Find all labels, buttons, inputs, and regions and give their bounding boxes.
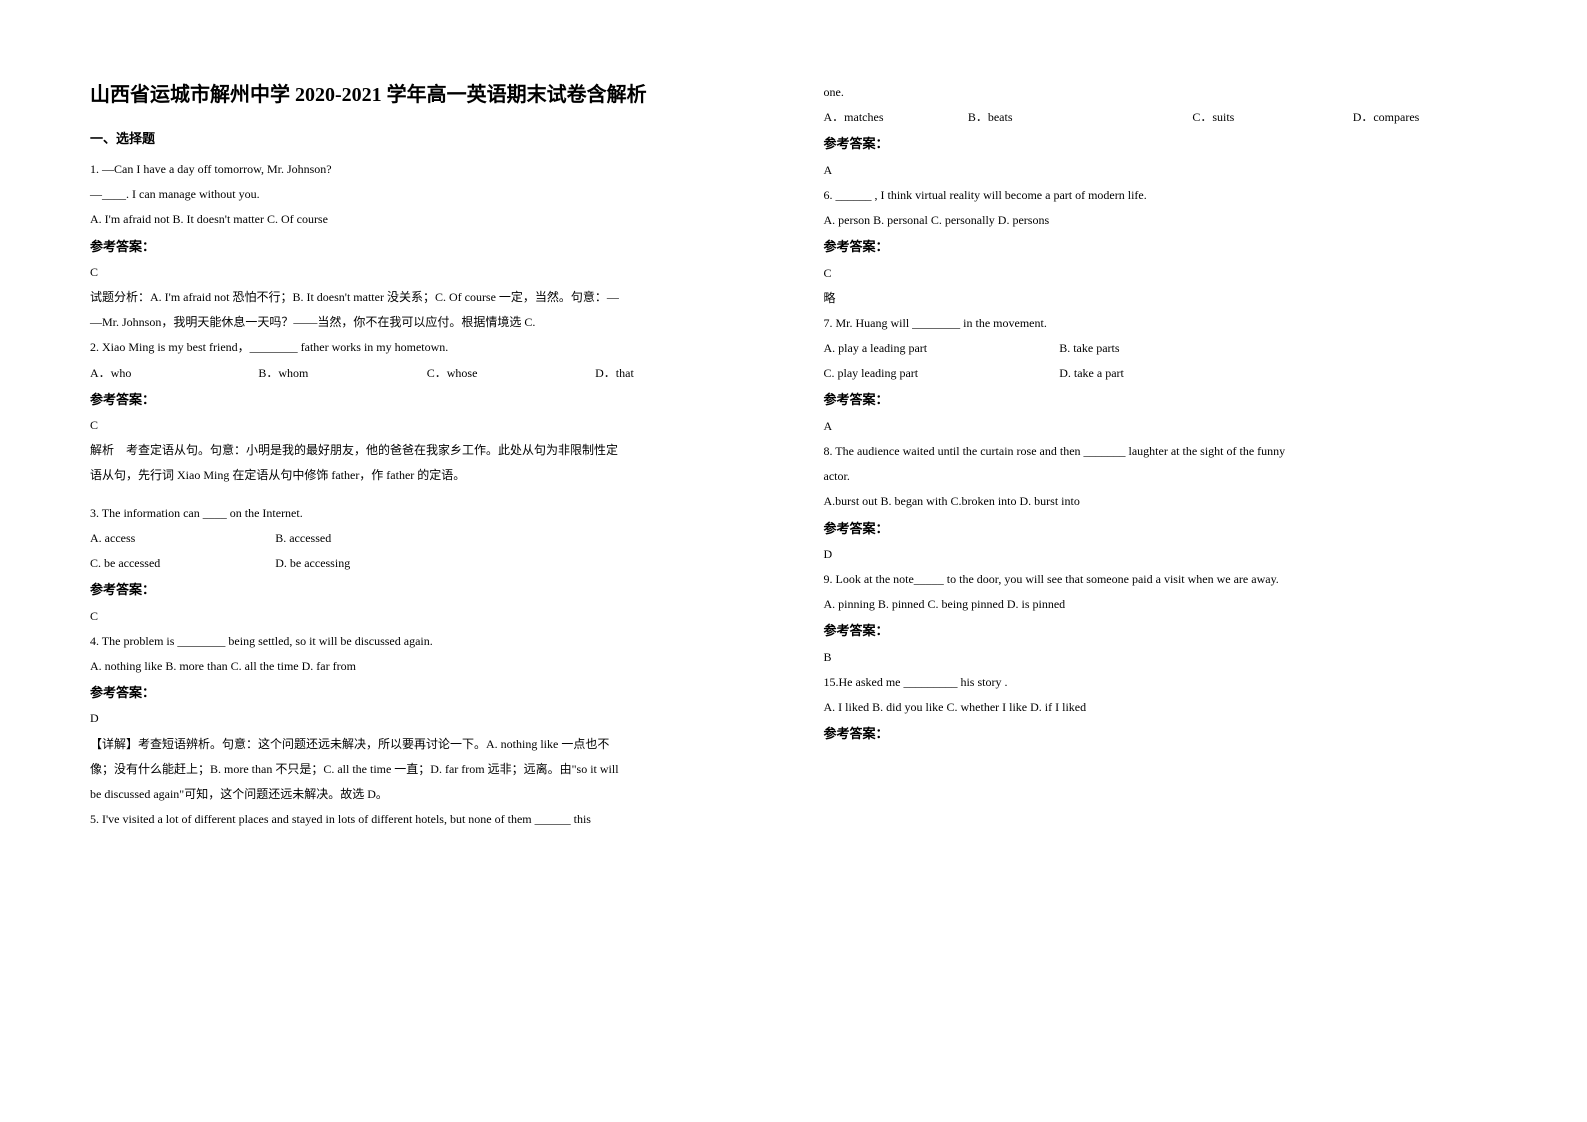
q2-opt-d: D．that — [595, 361, 763, 386]
document-title: 山西省运城市解州中学 2020-2021 学年高一英语期末试卷含解析 — [90, 80, 764, 110]
q9-answer: B — [824, 645, 1498, 670]
q1-explanation-2: —Mr. Johnson，我明天能休息一天吗？——当然，你不在我可以应付。根据情… — [90, 310, 764, 335]
q7-options-row2: C. play leading part D. take a part — [824, 361, 1295, 386]
q7-opt-c: C. play leading part — [824, 361, 1060, 386]
q4-answer-label: 参考答案： — [90, 679, 764, 706]
q4-line1: 4. The problem is ________ being settled… — [90, 629, 764, 654]
q4-explanation-3: be discussed again"可知，这个问题还远未解决。故选 D。 — [90, 782, 764, 807]
q2-opt-c: C．whose — [427, 361, 595, 386]
q9-options: A. pinning B. pinned C. being pinned D. … — [824, 592, 1498, 617]
page-container: 山西省运城市解州中学 2020-2021 学年高一英语期末试卷含解析 一、选择题… — [90, 80, 1497, 1082]
q5-answer: A — [824, 158, 1498, 183]
q2-line1: 2. Xiao Ming is my best friend，________ … — [90, 335, 764, 360]
q3-answer-label: 参考答案： — [90, 576, 764, 603]
q2-options: A．who B．whom C．whose D．that — [90, 361, 764, 386]
q6-answer-label: 参考答案： — [824, 233, 1498, 260]
q2-opt-a: A．who — [90, 361, 258, 386]
q2-explanation-1: 解析 考查定语从句。句意：小明是我的最好朋友，他的爸爸在我家乡工作。此处从句为非… — [90, 438, 764, 463]
q5-line2: one. — [824, 80, 1498, 105]
q4-options: A. nothing like B. more than C. all the … — [90, 654, 764, 679]
q2-explanation-2: 语从句，先行词 Xiao Ming 在定语从句中修饰 father，作 fath… — [90, 463, 764, 488]
q4-explanation-2: 像；没有什么能赶上；B. more than 不只是；C. all the ti… — [90, 757, 764, 782]
q5-opt-b: B．beats — [968, 105, 1193, 130]
q7-answer: A — [824, 414, 1498, 439]
left-column: 山西省运城市解州中学 2020-2021 学年高一英语期末试卷含解析 一、选择题… — [90, 80, 764, 1082]
q3-opt-c: C. be accessed — [90, 551, 275, 576]
q1-options: A. I'm afraid not B. It doesn't matter C… — [90, 207, 764, 232]
section-heading: 一、选择题 — [90, 128, 764, 147]
q6-options: A. person B. personal C. personally D. p… — [824, 208, 1498, 233]
q8-line2: actor. — [824, 464, 1498, 489]
q7-options-row1: A. play a leading part B. take parts — [824, 336, 1295, 361]
q2-answer: C — [90, 413, 764, 438]
q9-answer-label: 参考答案： — [824, 617, 1498, 644]
q3-opt-a: A. access — [90, 526, 275, 551]
q5-answer-label: 参考答案： — [824, 130, 1498, 157]
q1-answer-label: 参考答案： — [90, 233, 764, 260]
q8-options: A.burst out B. began with C.broken into … — [824, 489, 1498, 514]
q5-opt-a: A．matches — [824, 105, 968, 130]
q3-answer: C — [90, 604, 764, 629]
q8-answer: D — [824, 542, 1498, 567]
q1-line2: —____. I can manage without you. — [90, 182, 764, 207]
q2-opt-b: B．whom — [258, 361, 426, 386]
q5-opt-d: D．compares — [1353, 105, 1497, 130]
q2-answer-label: 参考答案： — [90, 386, 764, 413]
q1-explanation-1: 试题分析：A. I'm afraid not 恐怕不行；B. It doesn'… — [90, 285, 764, 310]
q3-line1: 3. The information can ____ on the Inter… — [90, 501, 764, 526]
right-column: one. A．matches B．beats C．suits D．compare… — [824, 80, 1498, 1082]
q1-answer: C — [90, 260, 764, 285]
q3-options-row2: C. be accessed D. be accessing — [90, 551, 460, 576]
q8-answer-label: 参考答案： — [824, 515, 1498, 542]
spacer — [90, 489, 764, 501]
q5-options: A．matches B．beats C．suits D．compares — [824, 105, 1498, 130]
q3-opt-b: B. accessed — [275, 526, 460, 551]
q7-opt-d: D. take a part — [1059, 361, 1295, 386]
q6-answer: C — [824, 261, 1498, 286]
q3-options-row1: A. access B. accessed — [90, 526, 460, 551]
q9-line1: 9. Look at the note_____ to the door, yo… — [824, 567, 1498, 592]
q3-opt-d: D. be accessing — [275, 551, 460, 576]
q7-opt-b: B. take parts — [1059, 336, 1295, 361]
q5-opt-c: C．suits — [1192, 105, 1352, 130]
q6-explanation: 略 — [824, 286, 1498, 311]
q4-answer: D — [90, 706, 764, 731]
q6-line1: 6. ______ , I think virtual reality will… — [824, 183, 1498, 208]
q1-line1: 1. —Can I have a day off tomorrow, Mr. J… — [90, 157, 764, 182]
q7-line1: 7. Mr. Huang will ________ in the moveme… — [824, 311, 1498, 336]
q7-opt-a: A. play a leading part — [824, 336, 1060, 361]
q15-options: A. I liked B. did you like C. whether I … — [824, 695, 1498, 720]
q8-line1: 8. The audience waited until the curtain… — [824, 439, 1498, 464]
q5-line1: 5. I've visited a lot of different place… — [90, 807, 764, 832]
q4-explanation-1: 【详解】考查短语辨析。句意：这个问题还远未解决，所以要再讨论一下。A. noth… — [90, 732, 764, 757]
q15-line1: 15.He asked me _________ his story . — [824, 670, 1498, 695]
q15-answer-label: 参考答案： — [824, 720, 1498, 747]
q7-answer-label: 参考答案： — [824, 386, 1498, 413]
